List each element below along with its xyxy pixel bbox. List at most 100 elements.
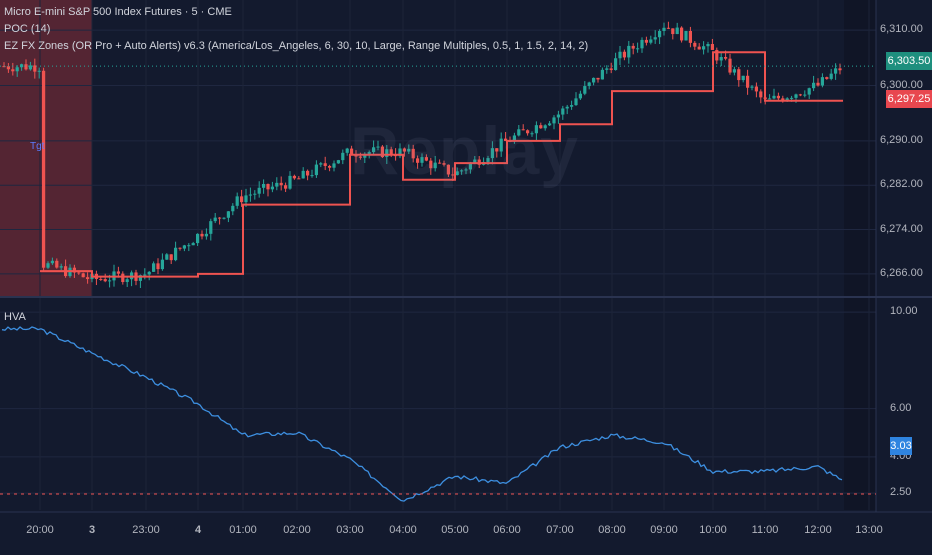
candle-body-184 [812, 82, 816, 89]
candle-body-160 [706, 44, 710, 47]
candle-body-156 [688, 30, 692, 43]
candle-body-65 [288, 175, 292, 189]
candle-body-78 [345, 148, 349, 153]
candle-body-165 [728, 58, 732, 73]
candle-body-144 [636, 48, 640, 50]
candle-body-168 [741, 75, 745, 81]
poc-price-tag: 6,297.25 [886, 90, 932, 108]
candle-body-68 [301, 170, 305, 179]
candle-body-75 [332, 163, 336, 168]
candle-body-5 [24, 64, 28, 70]
candle-body-158 [697, 46, 701, 50]
hva-legend[interactable]: HVA [4, 311, 26, 323]
candle-body-11 [50, 260, 54, 264]
hva-value-tag: 3.03 [890, 437, 912, 455]
candle-body-46 [204, 233, 208, 237]
candle-body-121 [534, 125, 538, 134]
candle-body-112 [495, 148, 499, 152]
candle-body-66 [292, 175, 296, 179]
candle-body-170 [750, 86, 754, 88]
candle-body-39 [174, 247, 178, 261]
candle-body-67 [297, 178, 301, 180]
candle-body-147 [649, 39, 653, 43]
symbol-title[interactable]: Micro E-mini S&P 500 Index Futures · 5 ·… [4, 6, 232, 18]
time-tick-label-3: 4 [194, 524, 202, 536]
candle-body-124 [548, 123, 552, 126]
time-tick-label-8: 05:00 [441, 524, 469, 536]
candle-body-174 [768, 98, 772, 100]
candle-body-175 [772, 95, 776, 99]
candle-body-97 [429, 160, 433, 169]
price-tick-label-4: 6,274.00 [880, 222, 923, 235]
indicator-ezfx-legend[interactable]: EZ FX Zones (OR Pro + Auto Alerts) v6.3 … [4, 40, 589, 52]
candle-body-179 [790, 97, 794, 99]
candle-body-72 [319, 163, 323, 165]
candle-body-130 [574, 98, 578, 106]
candle-body-27 [121, 273, 125, 283]
hva-tick-label-3: 2.50 [890, 486, 912, 499]
candle-body-58 [257, 187, 261, 194]
candle-body-6 [28, 65, 32, 70]
candle-body-38 [169, 254, 173, 261]
candle-body-49 [218, 217, 222, 219]
candle-body-188 [829, 73, 833, 79]
candle-body-91 [402, 148, 406, 152]
candle-body-99 [438, 162, 442, 164]
candle-body-183 [807, 88, 811, 95]
candle-body-61 [270, 186, 274, 190]
time-tick-label-5: 02:00 [283, 524, 311, 536]
candle-body-167 [737, 69, 741, 81]
candle-body-140 [618, 51, 622, 59]
time-tick-label-9: 06:00 [493, 524, 521, 536]
price-tick-label-0: 6,310.00 [880, 23, 923, 36]
candle-body-104 [460, 170, 464, 172]
price-tick-label-5: 6,266.00 [880, 266, 923, 279]
candle-body-103 [455, 171, 459, 176]
candle-body-95 [420, 157, 424, 163]
candle-body-94 [416, 158, 420, 163]
candle-body-176 [776, 95, 780, 99]
candle-body-60 [266, 183, 270, 190]
candle-body-17 [77, 272, 81, 274]
candle-body-139 [614, 58, 618, 71]
candle-body-162 [715, 49, 719, 61]
candle-body-110 [486, 158, 490, 162]
time-tick-label-2: 23:00 [132, 524, 160, 536]
candle-body-62 [275, 182, 279, 187]
candle-body-43 [191, 243, 195, 246]
candle-body-48 [213, 217, 217, 222]
candle-body-180 [794, 94, 798, 98]
candle-body-153 [675, 27, 679, 35]
candle-body-88 [389, 149, 393, 155]
candle-body-10 [46, 263, 50, 268]
candle-body-166 [732, 69, 736, 73]
candle-body-44 [196, 233, 200, 244]
candle-body-164 [724, 57, 728, 59]
candle-body-41 [182, 245, 186, 249]
candle-body-157 [693, 42, 697, 47]
candle-body-55 [244, 195, 248, 203]
indicator-poc-legend[interactable]: POC (14) [4, 23, 51, 35]
candle-body-35 [156, 263, 160, 270]
candle-body-63 [279, 182, 283, 186]
candle-body-129 [570, 105, 574, 107]
candle-body-126 [556, 114, 560, 118]
candle-body-125 [552, 117, 556, 124]
candle-body-186 [820, 77, 824, 86]
candle-body-83 [367, 152, 371, 154]
candle-body-19 [86, 277, 90, 280]
time-tick-label-6: 03:00 [336, 524, 364, 536]
candle-body-51 [226, 211, 230, 218]
candle-body-8 [37, 70, 41, 72]
candle-body-98 [433, 162, 437, 169]
candle-body-42 [187, 245, 191, 247]
candle-body-143 [631, 45, 635, 49]
time-tick-label-1: 3 [88, 524, 96, 536]
candle-body-177 [781, 98, 785, 101]
price-tick-label-1: 6,300.00 [880, 78, 923, 91]
candle-body-24 [108, 280, 112, 282]
time-tick-label-15: 12:00 [804, 524, 832, 536]
candle-body-146 [644, 39, 648, 43]
candle-body-145 [640, 39, 644, 49]
